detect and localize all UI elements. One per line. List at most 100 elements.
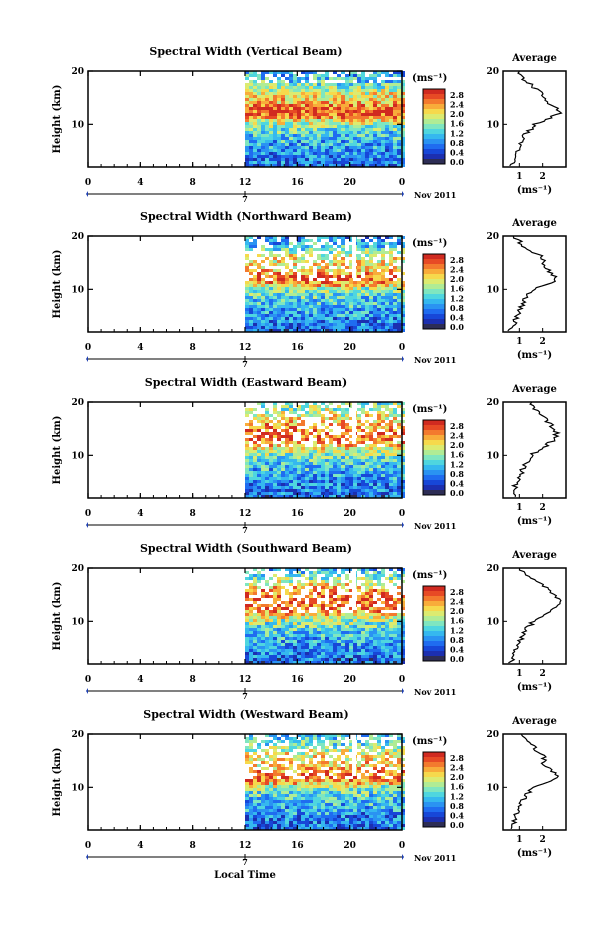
heatmap-cell	[389, 441, 393, 444]
heatmap-cell	[373, 104, 377, 107]
heatmap-cell	[385, 637, 389, 640]
heatmap-cell	[249, 737, 253, 740]
heatmap-cell	[313, 149, 317, 152]
heatmap-cell	[289, 110, 293, 113]
heatmap-cell	[393, 308, 397, 311]
heatmap-cell	[401, 101, 405, 104]
heatmap-cell	[289, 296, 293, 299]
heatmap-cell	[389, 137, 393, 140]
heatmap-cell	[373, 77, 377, 80]
heatmap-cell	[261, 495, 265, 498]
heatmap-cell	[293, 152, 297, 155]
heatmap-cell	[357, 257, 361, 260]
heatmap-cell	[313, 601, 317, 604]
heatmap-cell	[289, 637, 293, 640]
heatmap-cell	[361, 89, 365, 92]
heatmap-cell	[249, 785, 253, 788]
heatmap-cell	[357, 134, 361, 137]
heatmap-cell	[301, 149, 305, 152]
heatmap-cell	[385, 408, 389, 411]
heatmap-cell	[325, 586, 329, 589]
heatmap-cell	[341, 586, 345, 589]
heatmap-cell	[285, 604, 289, 607]
heatmap-cell	[317, 438, 321, 441]
heatmap-cell	[353, 311, 357, 314]
heatmap-cell	[293, 429, 297, 432]
heatmap-cell	[337, 577, 341, 580]
colorbar-segment	[423, 420, 445, 426]
heatmap-cell	[369, 634, 373, 637]
heatmap-cell	[305, 125, 309, 128]
heatmap-cell	[357, 420, 361, 423]
heatmap-cell	[385, 116, 389, 119]
heatmap-cell	[265, 743, 269, 746]
heatmap-cell	[273, 619, 277, 622]
heatmap-cell	[329, 287, 333, 290]
heatmap-cell	[289, 420, 293, 423]
heatmap-cell	[361, 149, 365, 152]
heatmap-cell	[289, 580, 293, 583]
heatmap-cell	[381, 622, 385, 625]
heatmap-cell	[293, 284, 297, 287]
heatmap-cell	[277, 95, 281, 98]
heatmap-cell	[385, 104, 389, 107]
heatmap-cell	[393, 161, 397, 164]
heatmap-cell	[389, 495, 393, 498]
heatmap-cell	[341, 95, 345, 98]
heatmap-cell	[277, 83, 281, 86]
heatmap-cell	[381, 290, 385, 293]
heatmap-cell	[341, 477, 345, 480]
heatmap-cell	[385, 577, 389, 580]
heatmap-cell	[401, 290, 405, 293]
heatmap-cell	[297, 95, 301, 98]
heatmap-cell	[325, 637, 329, 640]
heatmap-cell	[377, 299, 381, 302]
heatmap-cell	[389, 453, 393, 456]
heatmap-cell	[389, 107, 393, 110]
heatmap-cell	[305, 411, 309, 414]
heatmap-cell	[261, 83, 265, 86]
heatmap-cell	[245, 239, 249, 242]
heatmap-cell	[285, 408, 289, 411]
heatmap-cell	[369, 101, 373, 104]
heatmap-cell	[341, 601, 345, 604]
heatmap-cell	[361, 281, 365, 284]
heatmap-cell	[397, 308, 401, 311]
heatmap-cell	[377, 414, 381, 417]
heatmap-cell	[317, 486, 321, 489]
heatmap-cell	[297, 646, 301, 649]
heatmap-cell	[357, 242, 361, 245]
heatmap-cell	[369, 492, 373, 495]
heatmap-cell	[361, 98, 365, 101]
heatmap-cell	[377, 486, 381, 489]
heatmap-cell	[341, 107, 345, 110]
heatmap-cell	[385, 293, 389, 296]
heatmap-cell	[273, 329, 277, 332]
heatmap-cell	[261, 809, 265, 812]
heatmap-cell	[305, 116, 309, 119]
heatmap-cell	[257, 758, 261, 761]
heatmap-cell	[273, 468, 277, 471]
heatmap-cell	[261, 749, 265, 752]
heatmap-cell	[305, 287, 309, 290]
heatmap-cell	[377, 592, 381, 595]
heatmap-cell	[373, 655, 377, 658]
heatmap-cell	[273, 302, 277, 305]
heatmap-cell	[361, 266, 365, 269]
heatmap-cell	[289, 95, 293, 98]
heatmap-cell	[269, 426, 273, 429]
heatmap-cell	[261, 486, 265, 489]
heatmap-cell	[305, 83, 309, 86]
y-axis-label: Height (km)	[52, 416, 63, 485]
heatmap-cell	[329, 595, 333, 598]
heatmap-cell	[257, 317, 261, 320]
heatmap-cell	[301, 486, 305, 489]
heatmap-cell	[373, 140, 377, 143]
heatmap-cell	[317, 125, 321, 128]
heatmap-cell	[253, 429, 257, 432]
colorbar-tick-label: 2.8	[450, 421, 464, 431]
heatmap-cell	[261, 110, 265, 113]
heatmap-cell	[369, 290, 373, 293]
heatmap-cell	[389, 95, 393, 98]
heatmap-cell	[385, 483, 389, 486]
